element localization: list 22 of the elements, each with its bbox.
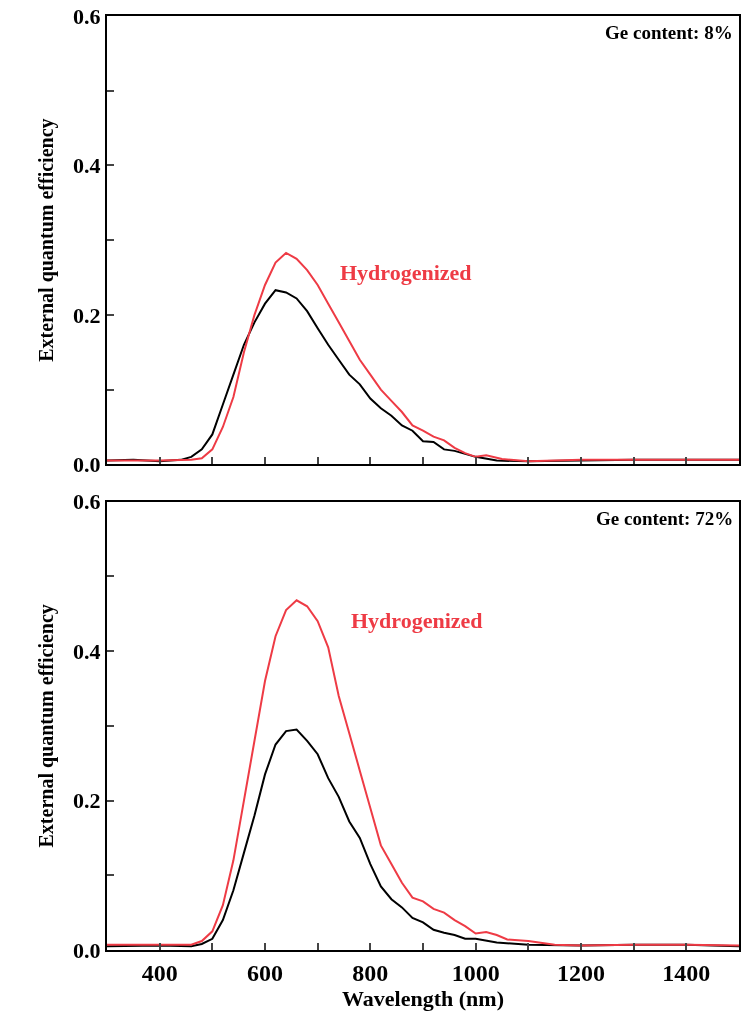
x-axis-title: Wavelength (nm) [342,985,504,1011]
series-label: Hydrogenized [340,260,472,285]
y-tick-label: 0.4 [73,638,101,664]
x-tick-label: 1400 [662,959,711,986]
x-tick-label: 1200 [557,959,605,986]
y-tick-label: 0.0 [73,937,101,963]
annotation: Ge content: 8% [605,22,733,43]
y-tick-label: 0.0 [73,452,101,478]
x-tick-label: 800 [352,959,389,986]
y-tick-label: 0.4 [73,153,101,179]
y-axis-title: External quantum efficiency [35,604,59,848]
annotation: Ge content: 72% [596,508,734,529]
y-tick-label: 0.6 [73,489,101,515]
y-tick-label: 0.2 [73,788,101,814]
y-axis-title: External quantum efficiency [35,118,59,362]
x-tick-label: 400 [141,959,178,986]
y-tick-label: 0.6 [73,3,101,29]
line-series [107,251,739,463]
x-tick-label: 600 [247,959,283,986]
y-tick-label: 0.2 [73,302,101,328]
x-tick-label: 1000 [451,959,500,986]
series-label: Hydrogenized [351,608,483,633]
